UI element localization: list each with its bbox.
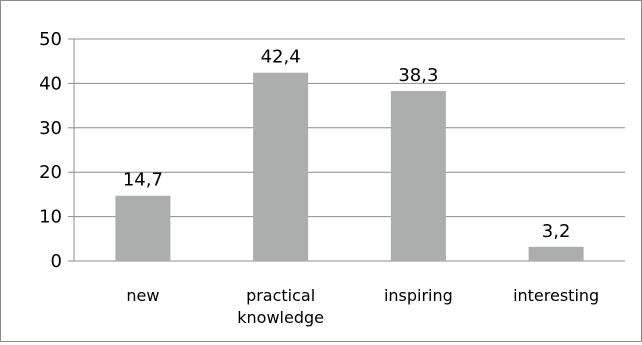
data-label-0: 14,7 [123,170,163,191]
bar-0 [115,195,171,261]
category-label-1-line-1: knowledge [237,308,324,327]
y-tick-label-50: 50 [39,29,62,50]
category-label-0: new [126,286,159,305]
category-label-1-line-0: practical [246,286,315,305]
bar-3 [528,246,584,261]
y-tick-label-10: 10 [39,207,62,228]
gridlines [74,38,625,218]
data-label-1: 42,4 [261,47,301,68]
bars [115,72,584,261]
category-label-3: interesting [513,286,599,305]
y-tick-label-30: 30 [39,118,62,139]
y-tick-label-0: 0 [51,251,62,272]
y-tick-label-20: 20 [39,162,62,183]
bar-2 [390,90,446,261]
data-label-2: 38,3 [398,65,438,86]
y-tick-label-40: 40 [39,73,62,94]
data-label-3: 3,2 [542,221,571,242]
bar-1 [253,72,309,261]
category-label-2: inspiring [384,286,453,305]
labels: 0 10 20 30 40 50 14,7 new 42,4 practical knowledge… [39,29,599,327]
